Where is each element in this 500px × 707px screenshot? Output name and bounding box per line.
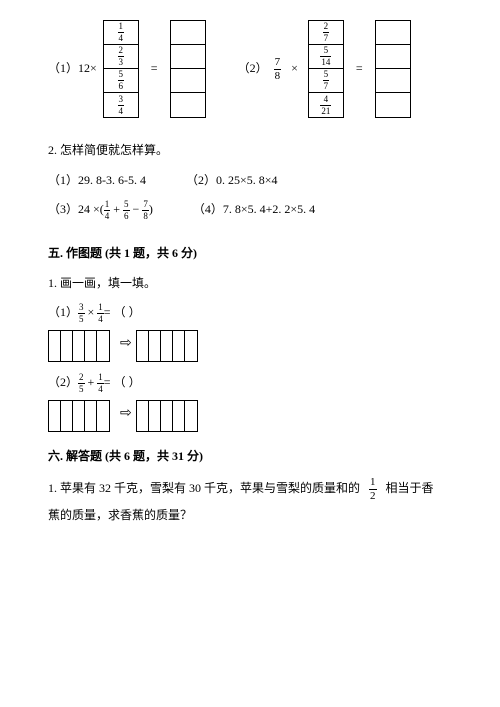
q2p3-suffix: ) <box>149 202 153 216</box>
q2-item-3: （3）24 ×(14 + 56 − 78) <box>48 199 153 221</box>
q1p1-blank-stack <box>170 20 206 118</box>
q6-1-text-b: 相当于香 <box>386 481 434 495</box>
q2-row2: （3）24 ×(14 + 56 − 78) （4）7. 8×5. 4+2. 2×… <box>48 199 452 221</box>
frac-cell: 27 <box>309 21 343 45</box>
draw-e2-expr: （2）25 + 14= （ ） <box>48 372 452 394</box>
grid-5col <box>136 400 198 432</box>
q1p2-label: （2） <box>238 58 268 80</box>
grid-5col <box>48 330 110 362</box>
q2p3-prefix: （3）24 ×( <box>48 202 104 216</box>
sec5-sub: 1. 画一画，填一填。 <box>48 273 452 295</box>
blank-cell <box>171 21 205 45</box>
q2-item: （1）29. 8-3. 6-5. 4 <box>48 170 146 192</box>
q1p1-frac-stack: 14 23 56 34 <box>103 20 139 118</box>
sec6-heading: 六. 解答题 (共 6 题，共 31 分) <box>48 446 452 468</box>
section-6: 六. 解答题 (共 6 题，共 31 分) 1. 苹果有 32 千克，雪梨有 3… <box>48 446 452 529</box>
frac-cell: 23 <box>104 45 138 69</box>
frac-cell: 57 <box>309 69 343 93</box>
e2-plus: + <box>85 375 98 389</box>
q2-title: 2. 怎样简便就怎样算。 <box>48 140 452 162</box>
frac-cell: 56 <box>104 69 138 93</box>
blank-cell <box>376 21 410 45</box>
e1-eq: = （ ） <box>104 305 141 319</box>
worksheet-page: （1）12× 14 23 56 34 = （2） 78 × 27 514 57 … <box>0 0 500 548</box>
frac-cell: 514 <box>309 45 343 69</box>
blank-cell <box>376 45 410 69</box>
q1p1-label: （1）12× <box>48 58 97 80</box>
q6-1-frac: 12 <box>363 481 383 495</box>
q1p2-frac-stack: 27 514 57 421 <box>308 20 344 118</box>
blank-cell <box>376 93 410 117</box>
blank-cell <box>376 69 410 93</box>
draw-e1-expr: （1）35 × 14= （ ） <box>48 302 452 324</box>
draw-e1-grids: ⇨ <box>48 326 452 362</box>
blank-cell <box>171 45 205 69</box>
e2-eq: = （ ） <box>104 375 141 389</box>
arrow-right-icon: ⇨ <box>120 401 132 426</box>
blank-cell <box>171 69 205 93</box>
frac-cell: 14 <box>104 21 138 45</box>
q2-item: （2）0. 25×5. 8×4 <box>186 170 278 192</box>
frac-cell: 34 <box>104 93 138 117</box>
q6-1-line2: 蕉的质量，求香蕉的质量？ <box>48 508 192 522</box>
q6-1-text-a: 1. 苹果有 32 千克，雪梨有 30 千克，苹果与雪梨的质量和的 <box>48 481 360 495</box>
e1-prefix: （1） <box>48 305 78 319</box>
q2-section: 2. 怎样简便就怎样算。 （1）29. 8-3. 6-5. 4 （2）0. 25… <box>48 140 452 221</box>
grid-5col <box>136 330 198 362</box>
eq-sign: = <box>145 58 164 80</box>
q1p2-blank-stack <box>375 20 411 118</box>
e2-prefix: （2） <box>48 375 78 389</box>
grid-5col <box>48 400 110 432</box>
blank-cell <box>171 93 205 117</box>
minus: − <box>130 202 143 216</box>
q6-1: 1. 苹果有 32 千克，雪梨有 30 千克，苹果与雪梨的质量和的 12 相当于… <box>48 475 452 528</box>
e1-times: × <box>85 305 98 319</box>
eq-sign: = <box>350 58 369 80</box>
q1-row: （1）12× 14 23 56 34 = （2） 78 × 27 514 57 … <box>48 20 452 118</box>
plus: + <box>110 202 123 216</box>
q1p2-outer-frac: 78 <box>274 57 282 82</box>
q2-item: （4）7. 8×5. 4+2. 2×5. 4 <box>193 199 315 221</box>
sec5-heading: 五. 作图题 (共 1 题，共 6 分) <box>48 243 452 265</box>
frac-cell: 421 <box>309 93 343 117</box>
q2-row1: （1）29. 8-3. 6-5. 4 （2）0. 25×5. 8×4 <box>48 170 452 192</box>
draw-e2-grids: ⇨ <box>48 396 452 432</box>
times-sign: × <box>287 58 302 80</box>
section-5: 五. 作图题 (共 1 题，共 6 分) 1. 画一画，填一填。 （1）35 ×… <box>48 243 452 432</box>
arrow-right-icon: ⇨ <box>120 331 132 356</box>
